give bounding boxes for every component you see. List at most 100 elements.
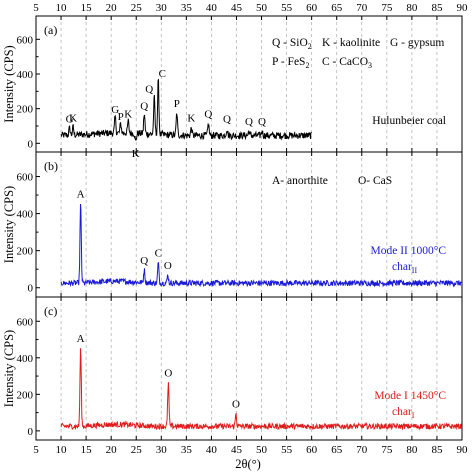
top-x-tick-label: 70	[356, 2, 368, 14]
y-tick-label: 200	[17, 389, 34, 401]
peak-label: Q	[145, 83, 153, 95]
x-axis-title: 2θ(°)	[235, 457, 261, 471]
peak-label: K	[124, 108, 132, 120]
top-x-tick-label: 85	[431, 2, 443, 14]
legend-entry: K - kaolinite	[322, 37, 380, 49]
y-tick-label: 600	[17, 34, 34, 46]
bottom-x-tick-label: 65	[331, 444, 343, 456]
legend-entry: Q - SiO2	[272, 37, 312, 51]
bottom-x-tick-label: 75	[381, 444, 393, 456]
bottom-x-tick-label: 40	[206, 444, 218, 456]
bottom-x-tick-label: 5	[33, 444, 39, 456]
peak-label: C	[159, 68, 166, 80]
bottom-x-tick-label: 55	[281, 444, 293, 456]
top-x-tick-label: 30	[156, 2, 168, 14]
sample-sublabel: charI	[392, 406, 415, 420]
top-x-tick-label: 60	[306, 2, 318, 14]
y-tick-label: 400	[17, 353, 34, 365]
peak-label: A	[77, 333, 85, 345]
peak-label: Q	[245, 116, 253, 128]
sample-label: Mode II 1000°C	[370, 245, 446, 257]
peak-label: Q	[204, 108, 212, 120]
top-x-tick-label: 15	[81, 2, 93, 14]
peak-label: O	[164, 367, 172, 379]
bottom-x-tick-label: 35	[181, 444, 193, 456]
peak-label: A	[77, 188, 85, 200]
y-tick-label: 600	[17, 316, 34, 328]
bottom-x-tick-label: 90	[457, 444, 469, 456]
diffraction-pattern-line	[60, 348, 463, 431]
panel-frame	[35, 296, 463, 441]
panel-label: (a)	[44, 23, 57, 37]
peak-label: K	[187, 113, 195, 125]
bottom-x-tick-label: 20	[106, 444, 118, 456]
bottom-x-tick-label: 10	[56, 444, 68, 456]
bottom-x-tick-label: 85	[431, 444, 443, 456]
top-x-tick-label: 5	[33, 2, 39, 14]
bottom-x-tick-label: 70	[356, 444, 368, 456]
top-x-tick-label: 90	[457, 2, 469, 14]
peak-label: K	[69, 113, 77, 125]
y-tick-label: 400	[17, 209, 34, 221]
bottom-x-tick-label: 50	[256, 444, 268, 456]
peak-label: Q	[258, 116, 266, 128]
legend-entry: G - gypsum	[390, 37, 444, 49]
y-tick-label: 400	[17, 69, 34, 81]
y-tick-label: 200	[17, 104, 34, 116]
peak-label: Q	[223, 114, 231, 126]
top-x-tick-label: 75	[381, 2, 393, 14]
y-tick-label: 200	[17, 246, 34, 258]
peak-label: P	[174, 98, 180, 110]
peak-label: O	[164, 260, 172, 272]
top-x-tick-label: 40	[206, 2, 218, 14]
y-tick-label: 0	[28, 138, 34, 150]
peak-label: G	[111, 104, 119, 116]
panel-frame	[35, 151, 463, 298]
legend-entry: O- CaS	[358, 175, 392, 187]
top-x-tick-label: 80	[406, 2, 418, 14]
top-x-tick-label: 55	[281, 2, 293, 14]
legend-entry: C - CaCO3	[322, 56, 372, 70]
panel-label: (c)	[44, 304, 57, 318]
y-tick-label: 600	[17, 172, 34, 184]
y-axis-title: Intensity (CPS)	[2, 330, 16, 407]
y-tick-label: 0	[28, 426, 34, 438]
bottom-x-tick-label: 60	[306, 444, 318, 456]
peak-label: Q	[140, 255, 148, 267]
y-axis-title: Intensity (CPS)	[2, 45, 16, 122]
bottom-x-tick-label: 80	[406, 444, 418, 456]
top-x-tick-label: 50	[256, 2, 268, 14]
y-tick-label: 0	[28, 283, 34, 295]
top-x-tick-label: 65	[331, 2, 343, 14]
panel-label: (b)	[44, 159, 58, 173]
top-x-tick-label: 35	[181, 2, 193, 14]
bottom-x-tick-label: 15	[81, 444, 93, 456]
top-x-tick-label: 25	[131, 2, 143, 14]
peak-label: O	[232, 399, 240, 411]
peak-label: Q	[140, 101, 148, 113]
y-axis-title: Intensity (CPS)	[2, 186, 16, 263]
diffraction-pattern-line	[60, 203, 462, 288]
diffraction-pattern-line	[60, 79, 312, 141]
sample-label: Hulunbeier coal	[372, 115, 446, 127]
legend-entry: P - FeS2	[272, 56, 309, 70]
top-x-axis: 5 10 15 20 25 30 35 40 45 50 55 60 65 70 75 80 85 90	[33, 2, 468, 14]
peak-label: G	[66, 114, 74, 126]
peak-label: C	[155, 248, 162, 260]
bottom-x-tick-label: 25	[131, 444, 143, 456]
bottom-x-tick-label: 30	[156, 444, 168, 456]
sample-label: Mode I 1450°C	[374, 390, 446, 402]
sample-sublabel: charII	[392, 261, 417, 275]
top-x-tick-label: 20	[106, 2, 118, 14]
bottom-x-axis: 5 10 15 20 25 30 35 40 45 50 55 60 65 70 75 80 85 90	[33, 444, 468, 456]
legend-entry: A- anorthite	[272, 175, 328, 187]
top-x-tick-label: 45	[231, 2, 243, 14]
top-x-tick-label: 10	[56, 2, 68, 14]
peak-label: P	[118, 111, 124, 123]
bottom-x-tick-label: 45	[231, 444, 243, 456]
